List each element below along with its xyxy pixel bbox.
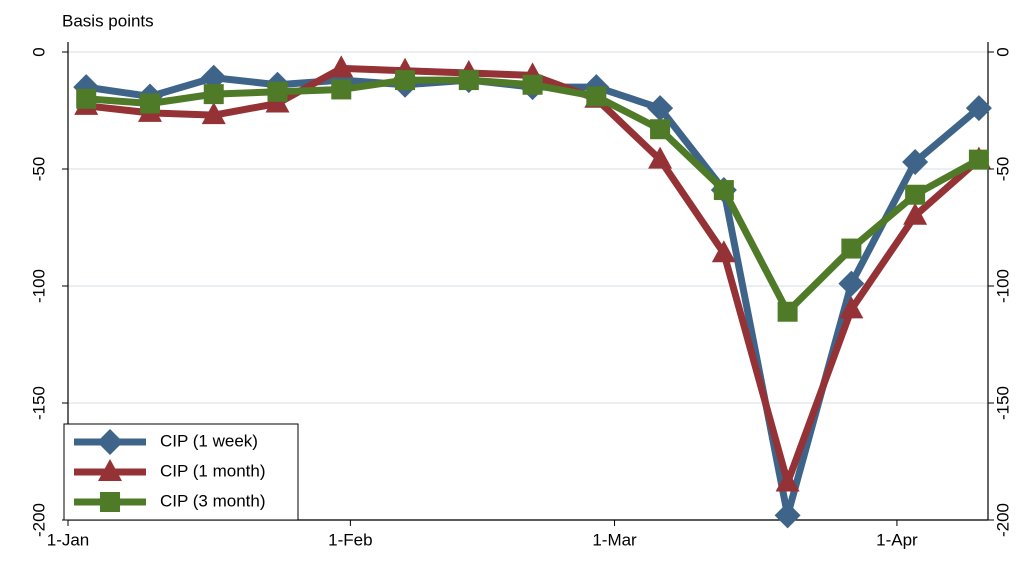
marker [713, 180, 734, 201]
y2-tick-label: -150 [993, 386, 1012, 420]
legend-marker [100, 492, 120, 512]
x-tick-label: 1-Jan [47, 530, 90, 549]
marker [458, 70, 479, 91]
marker [839, 296, 864, 319]
marker [838, 270, 865, 297]
marker [647, 95, 674, 122]
y2-tick-label: 0 [993, 47, 1012, 56]
marker [395, 70, 416, 91]
y2-tick-label: -50 [993, 157, 1012, 182]
marker [267, 81, 288, 102]
marker [203, 84, 224, 105]
marker [777, 301, 798, 322]
legend-label: CIP (3 month) [160, 491, 266, 510]
marker [329, 55, 354, 78]
marker [648, 146, 673, 169]
y-tick-label: -150 [29, 386, 48, 420]
marker [522, 74, 543, 95]
marker [586, 86, 607, 107]
legend-marker [97, 429, 123, 455]
marker [774, 502, 801, 529]
legend-label: CIP (1 week) [160, 431, 258, 450]
legend-marker [98, 459, 122, 481]
y2-tick-label: -100 [993, 269, 1012, 303]
x-tick-label: 1-Feb [328, 530, 372, 549]
marker [711, 240, 736, 263]
legend-label: CIP (1 month) [160, 461, 266, 480]
x-tick-label: 1-Mar [592, 530, 637, 549]
marker [965, 95, 992, 122]
marker [905, 184, 926, 205]
marker [139, 93, 160, 114]
marker [968, 149, 989, 170]
marker [841, 238, 862, 259]
series-line [85, 64, 982, 487]
y2-tick-label: -200 [993, 503, 1012, 537]
marker [76, 88, 97, 109]
marker [201, 102, 226, 125]
y-tick-label: -100 [29, 269, 48, 303]
marker [331, 79, 352, 100]
y-tick-label: -200 [29, 503, 48, 537]
marker [902, 148, 929, 175]
marker [650, 119, 671, 140]
marker [775, 469, 800, 492]
y-axis-title: Basis points [62, 11, 154, 30]
x-tick-label: 1-Apr [876, 530, 918, 549]
y-tick-label: -50 [29, 157, 48, 182]
marker [903, 202, 928, 225]
y-tick-label: 0 [29, 47, 48, 56]
